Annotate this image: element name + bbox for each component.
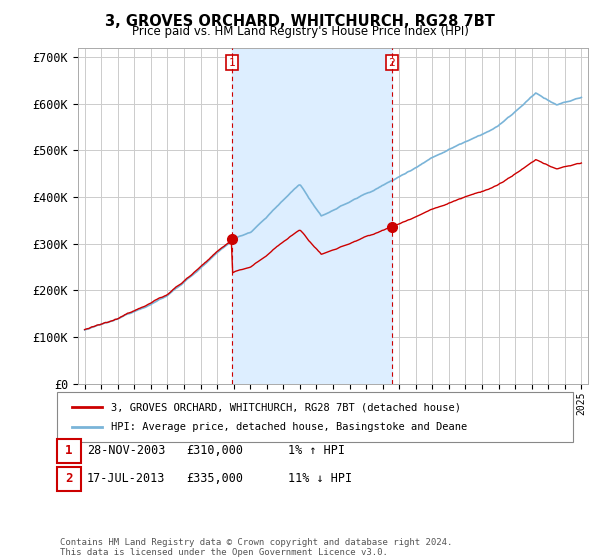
Text: 1% ↑ HPI: 1% ↑ HPI bbox=[288, 444, 345, 458]
Text: 3, GROVES ORCHARD, WHITCHURCH, RG28 7BT: 3, GROVES ORCHARD, WHITCHURCH, RG28 7BT bbox=[105, 14, 495, 29]
Text: Contains HM Land Registry data © Crown copyright and database right 2024.
This d: Contains HM Land Registry data © Crown c… bbox=[60, 538, 452, 557]
Bar bbox=[232, 48, 392, 384]
Text: HPI: Average price, detached house, Basingstoke and Deane: HPI: Average price, detached house, Basi… bbox=[111, 422, 467, 432]
Text: 2: 2 bbox=[65, 472, 73, 486]
Text: £335,000: £335,000 bbox=[186, 472, 243, 486]
Text: 1: 1 bbox=[229, 58, 235, 68]
Text: 17-JUL-2013: 17-JUL-2013 bbox=[87, 472, 166, 486]
Text: Price paid vs. HM Land Registry's House Price Index (HPI): Price paid vs. HM Land Registry's House … bbox=[131, 25, 469, 38]
Text: 3, GROVES ORCHARD, WHITCHURCH, RG28 7BT (detached house): 3, GROVES ORCHARD, WHITCHURCH, RG28 7BT … bbox=[111, 402, 461, 412]
Text: 11% ↓ HPI: 11% ↓ HPI bbox=[288, 472, 352, 486]
Text: £310,000: £310,000 bbox=[186, 444, 243, 458]
Text: 28-NOV-2003: 28-NOV-2003 bbox=[87, 444, 166, 458]
Text: 2: 2 bbox=[388, 58, 395, 68]
Text: 1: 1 bbox=[65, 444, 73, 458]
